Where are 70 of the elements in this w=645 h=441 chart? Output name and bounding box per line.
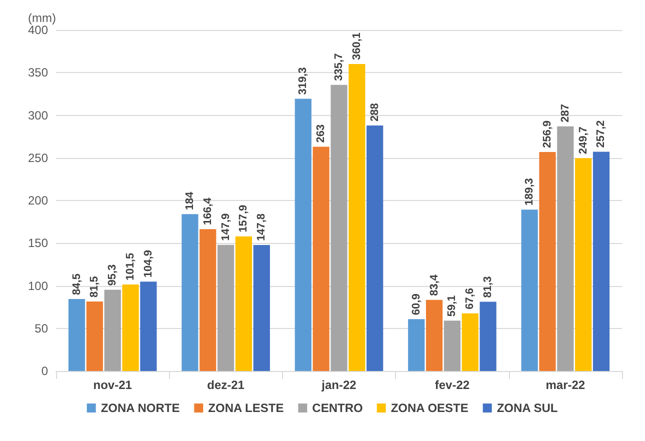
y-tick-label: 0 [41, 364, 48, 378]
bar [330, 84, 348, 371]
bar [140, 282, 157, 371]
bar [426, 300, 443, 371]
data-label: 147,8 [256, 213, 268, 241]
bar [182, 214, 198, 371]
data-label: 249,7 [577, 126, 590, 154]
data-label: 81,3 [482, 276, 494, 298]
y-tick-label: 300 [28, 108, 48, 122]
data-label: 83,4 [428, 274, 440, 296]
legend-label: CENTRO [312, 401, 363, 415]
data-label: 263 [315, 124, 328, 143]
bar [462, 313, 478, 371]
bar [86, 302, 103, 371]
bar [408, 319, 425, 371]
data-label: 287 [559, 104, 572, 122]
y-tick-label: 350 [28, 66, 48, 80]
data-label: 59,1 [446, 295, 458, 317]
data-label: 67,6 [464, 288, 476, 310]
data-label: 104,9 [142, 250, 154, 278]
bar [104, 290, 121, 371]
data-label: 319,3 [297, 67, 310, 95]
data-label: 257,2 [595, 120, 608, 148]
data-label: 147,9 [220, 213, 232, 241]
bar [539, 152, 556, 371]
data-label: 60,9 [410, 294, 422, 316]
bar [218, 244, 234, 371]
data-label: 84,5 [70, 274, 83, 295]
y-tick-label: 50 [34, 321, 48, 336]
y-tick-label: 400 [28, 23, 48, 37]
data-label: 166,4 [202, 196, 214, 226]
x-tick-label: jan-22 [320, 378, 357, 392]
bar [575, 158, 592, 371]
legend-label: ZONA NORTE [100, 401, 180, 415]
bar [521, 210, 538, 371]
bar [444, 320, 460, 371]
data-label: 95,3 [106, 264, 119, 286]
x-tick-label: mar-22 [546, 378, 586, 392]
bar [294, 98, 312, 371]
bar [68, 298, 86, 371]
bar [253, 245, 270, 371]
x-tick-label: dez-21 [207, 378, 245, 392]
bar [592, 152, 610, 371]
bar [557, 126, 574, 371]
data-label: 184 [184, 190, 196, 210]
bar [235, 236, 252, 371]
data-label: 81,5 [88, 276, 101, 298]
y-tick-label: 150 [28, 236, 48, 250]
bar [480, 302, 496, 371]
bar [348, 64, 366, 371]
bar [312, 146, 330, 371]
bar [200, 229, 216, 371]
legend-label: ZONA SUL [496, 401, 558, 415]
x-tick-label: fev-22 [434, 378, 470, 392]
data-label: 335,7 [333, 53, 345, 81]
y-tick-label: 250 [28, 150, 48, 165]
data-label: 360,1 [350, 32, 363, 60]
bar [122, 284, 139, 371]
data-label: 256,9 [541, 120, 554, 148]
data-label: 101,5 [124, 252, 137, 280]
y-axis-title: (mm) [28, 11, 56, 26]
data-label: 288 [368, 103, 381, 122]
legend-label: ZONA OESTE [390, 401, 468, 415]
x-tick-label: nov-21 [93, 378, 132, 392]
data-label: 189,3 [524, 178, 536, 206]
legend-label: ZONA LESTE [208, 401, 284, 415]
data-label: 157,9 [238, 204, 250, 232]
y-tick-label: 200 [28, 194, 48, 208]
bar [366, 125, 384, 371]
y-tick-label: 100 [28, 278, 48, 293]
